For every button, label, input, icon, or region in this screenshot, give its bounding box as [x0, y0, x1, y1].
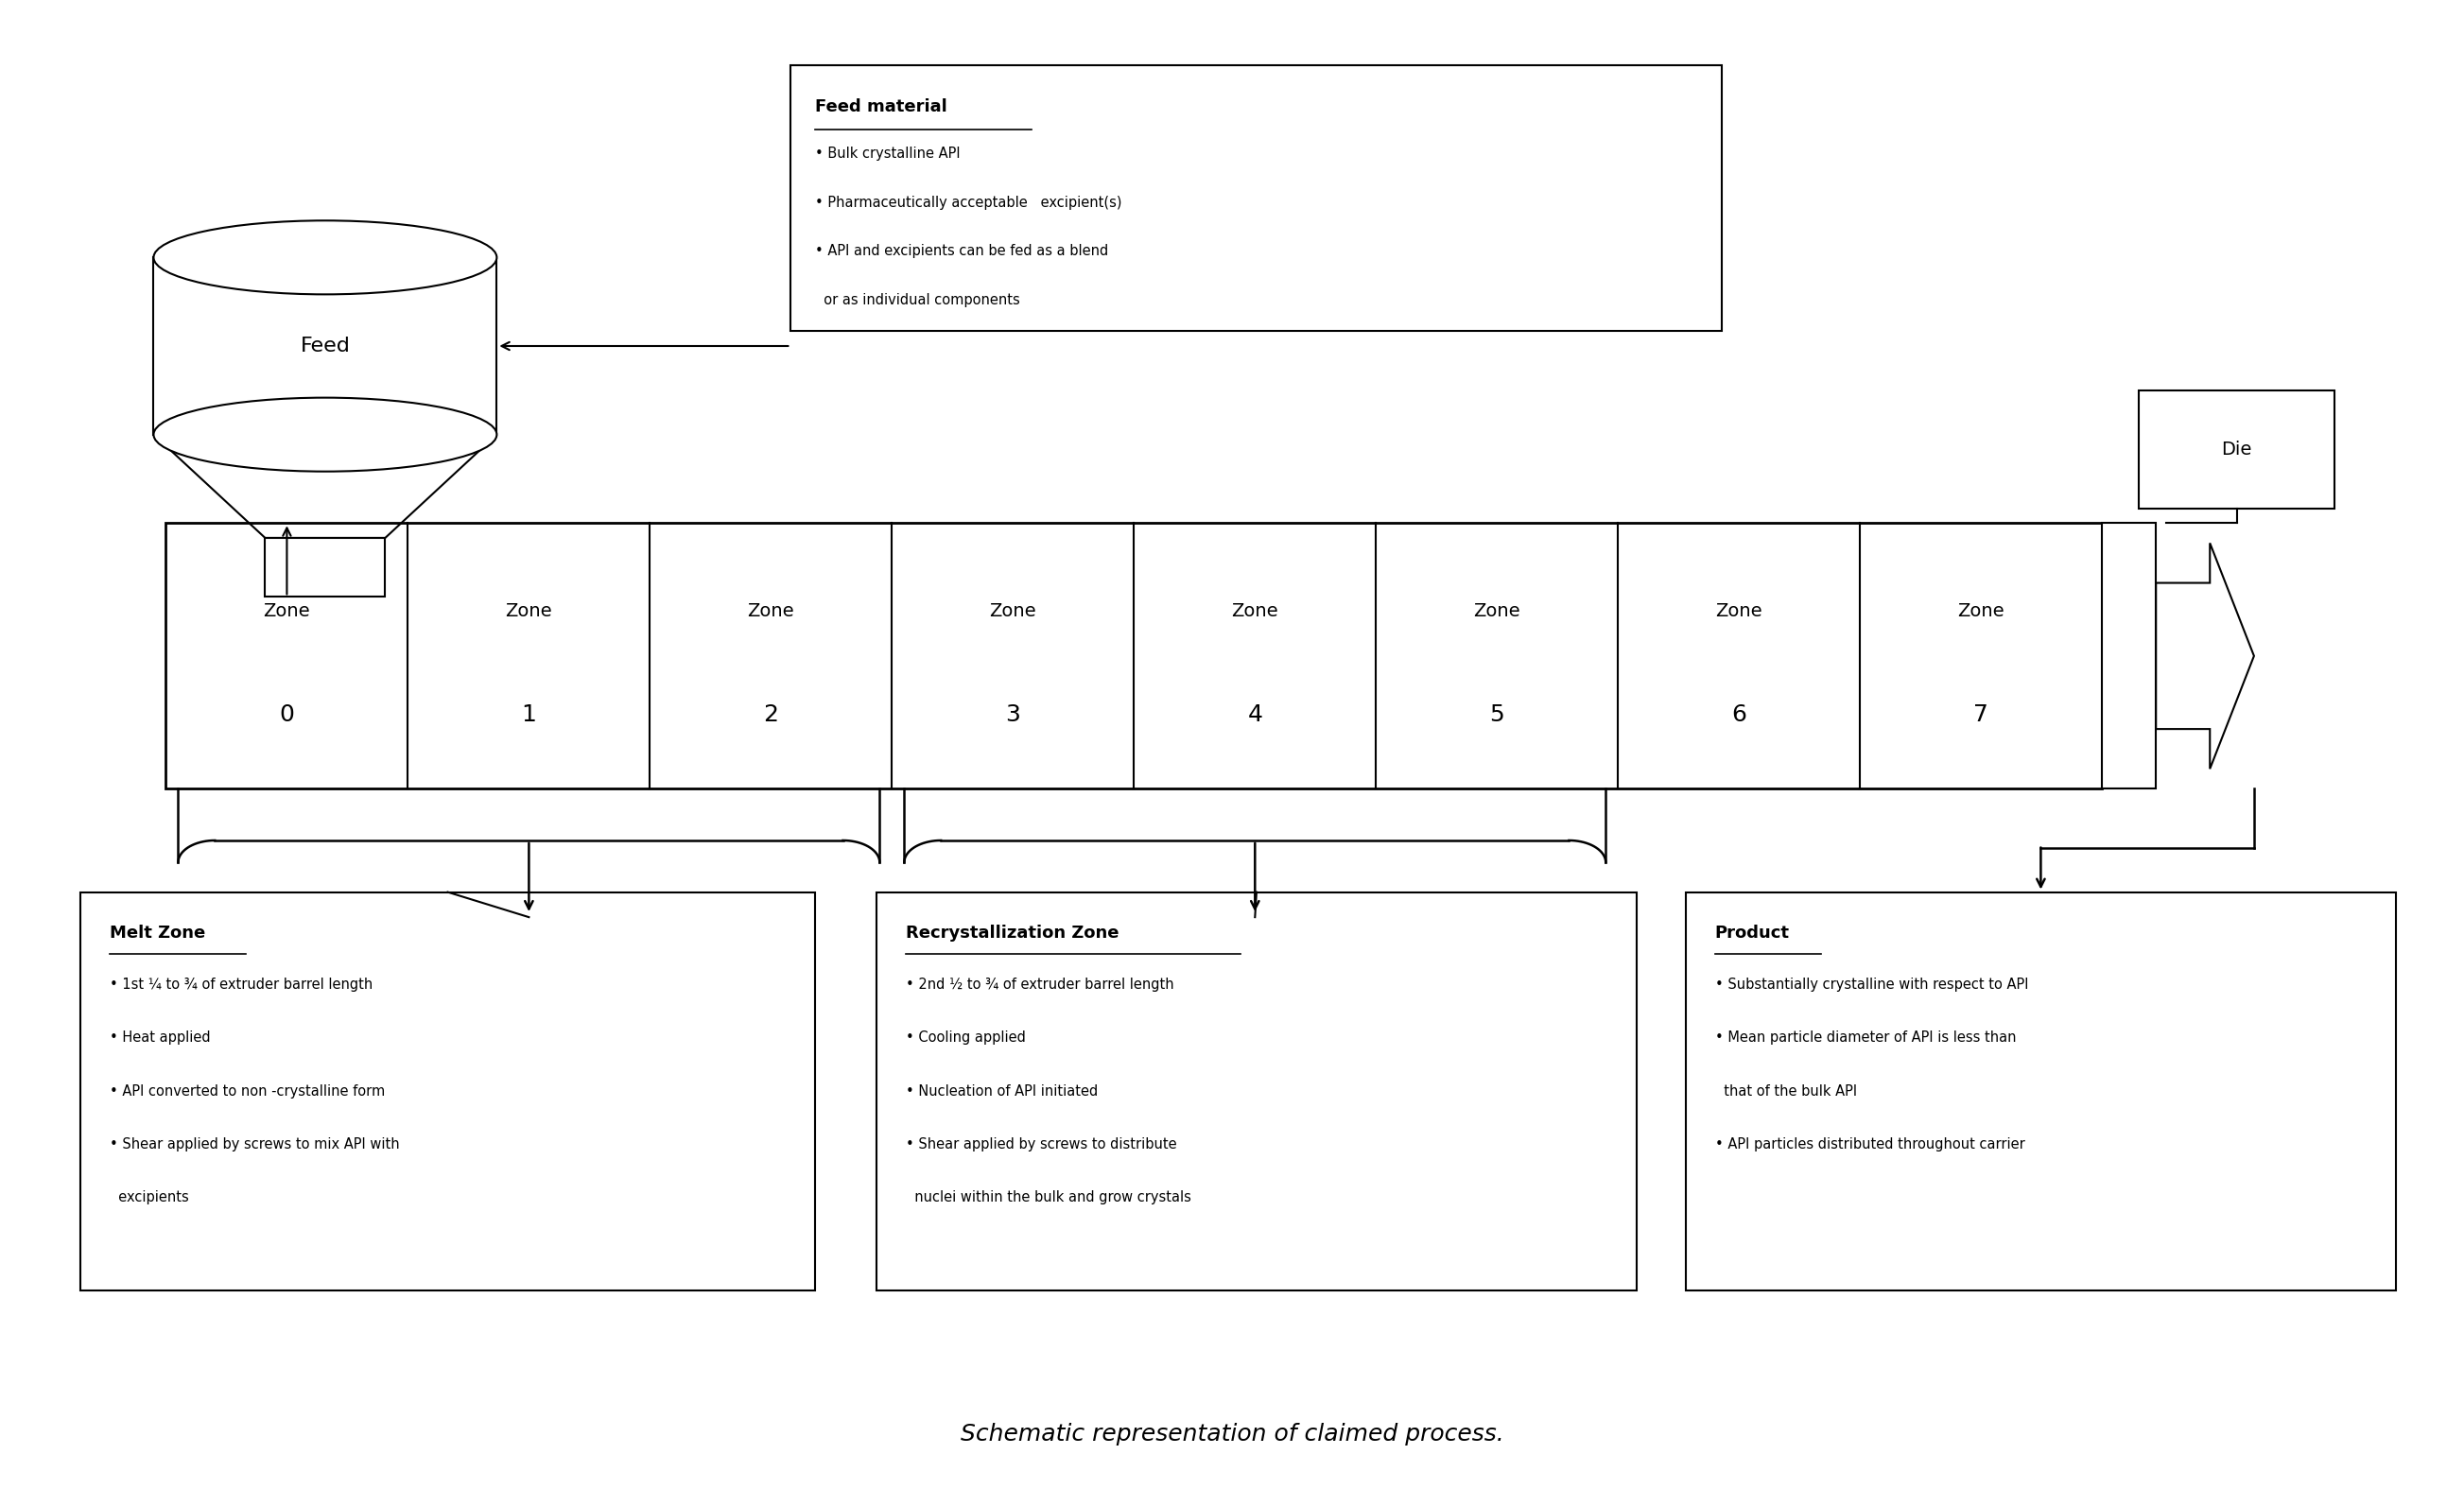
FancyBboxPatch shape — [2102, 523, 2156, 789]
Text: • API particles distributed throughout carrier: • API particles distributed throughout c… — [1715, 1138, 2025, 1151]
Text: Zone: Zone — [1473, 603, 1520, 621]
Text: Zone: Zone — [991, 603, 1037, 621]
Text: Feed material: Feed material — [816, 98, 949, 115]
Text: • Shear applied by screws to distribute: • Shear applied by screws to distribute — [907, 1138, 1178, 1151]
FancyBboxPatch shape — [81, 892, 816, 1291]
Text: • Nucleation of API initiated: • Nucleation of API initiated — [907, 1084, 1099, 1097]
Text: Schematic representation of claimed process.: Schematic representation of claimed proc… — [961, 1423, 1503, 1446]
Text: 7: 7 — [1974, 704, 1988, 727]
FancyBboxPatch shape — [877, 892, 1636, 1291]
Text: Zone: Zone — [1956, 603, 2006, 621]
Text: • Cooling applied: • Cooling applied — [907, 1030, 1025, 1045]
Text: Zone: Zone — [747, 603, 793, 621]
Text: that of the bulk API: that of the bulk API — [1715, 1084, 1858, 1097]
Text: • Substantially crystalline with respect to API: • Substantially crystalline with respect… — [1715, 978, 2028, 992]
Text: 3: 3 — [1005, 704, 1020, 727]
Text: excipients: excipients — [108, 1190, 190, 1205]
Text: Product: Product — [1715, 925, 1789, 941]
FancyArrow shape — [2156, 543, 2255, 768]
Text: Die: Die — [2223, 441, 2252, 459]
Ellipse shape — [153, 398, 498, 472]
Text: Zone: Zone — [1232, 603, 1279, 621]
FancyBboxPatch shape — [165, 523, 2102, 789]
Text: 0: 0 — [278, 704, 293, 727]
Text: • 1st ¼ to ¾ of extruder barrel length: • 1st ¼ to ¾ of extruder barrel length — [108, 978, 372, 992]
Text: • 2nd ½ to ¾ of extruder barrel length: • 2nd ½ to ¾ of extruder barrel length — [907, 978, 1175, 992]
Text: • API and excipients can be fed as a blend: • API and excipients can be fed as a ble… — [816, 244, 1109, 259]
Text: • Mean particle diameter of API is less than: • Mean particle diameter of API is less … — [1715, 1030, 2016, 1045]
Text: Melt Zone: Melt Zone — [108, 925, 205, 941]
Text: • Heat applied: • Heat applied — [108, 1030, 209, 1045]
Text: nuclei within the bulk and grow crystals: nuclei within the bulk and grow crystals — [907, 1190, 1193, 1205]
FancyBboxPatch shape — [2139, 390, 2336, 508]
FancyBboxPatch shape — [1685, 892, 2395, 1291]
Text: 2: 2 — [764, 704, 779, 727]
Text: 4: 4 — [1247, 704, 1262, 727]
Text: or as individual components: or as individual components — [816, 293, 1020, 307]
Text: • Bulk crystalline API: • Bulk crystalline API — [816, 147, 961, 161]
Ellipse shape — [153, 220, 498, 295]
FancyBboxPatch shape — [153, 258, 498, 435]
Text: • API converted to non -crystalline form: • API converted to non -crystalline form — [108, 1084, 384, 1097]
Text: • Pharmaceutically acceptable   excipient(s): • Pharmaceutically acceptable excipient(… — [816, 195, 1121, 210]
Text: Feed: Feed — [301, 337, 350, 356]
Text: • Shear applied by screws to mix API with: • Shear applied by screws to mix API wit… — [108, 1138, 399, 1151]
FancyBboxPatch shape — [791, 66, 1722, 331]
Text: Zone: Zone — [264, 603, 310, 621]
FancyBboxPatch shape — [266, 538, 384, 597]
Text: 5: 5 — [1491, 704, 1506, 727]
Text: Zone: Zone — [505, 603, 552, 621]
Text: Zone: Zone — [1715, 603, 1762, 621]
Text: 1: 1 — [522, 704, 537, 727]
Text: 6: 6 — [1732, 704, 1747, 727]
Text: Recrystallization Zone: Recrystallization Zone — [907, 925, 1119, 941]
